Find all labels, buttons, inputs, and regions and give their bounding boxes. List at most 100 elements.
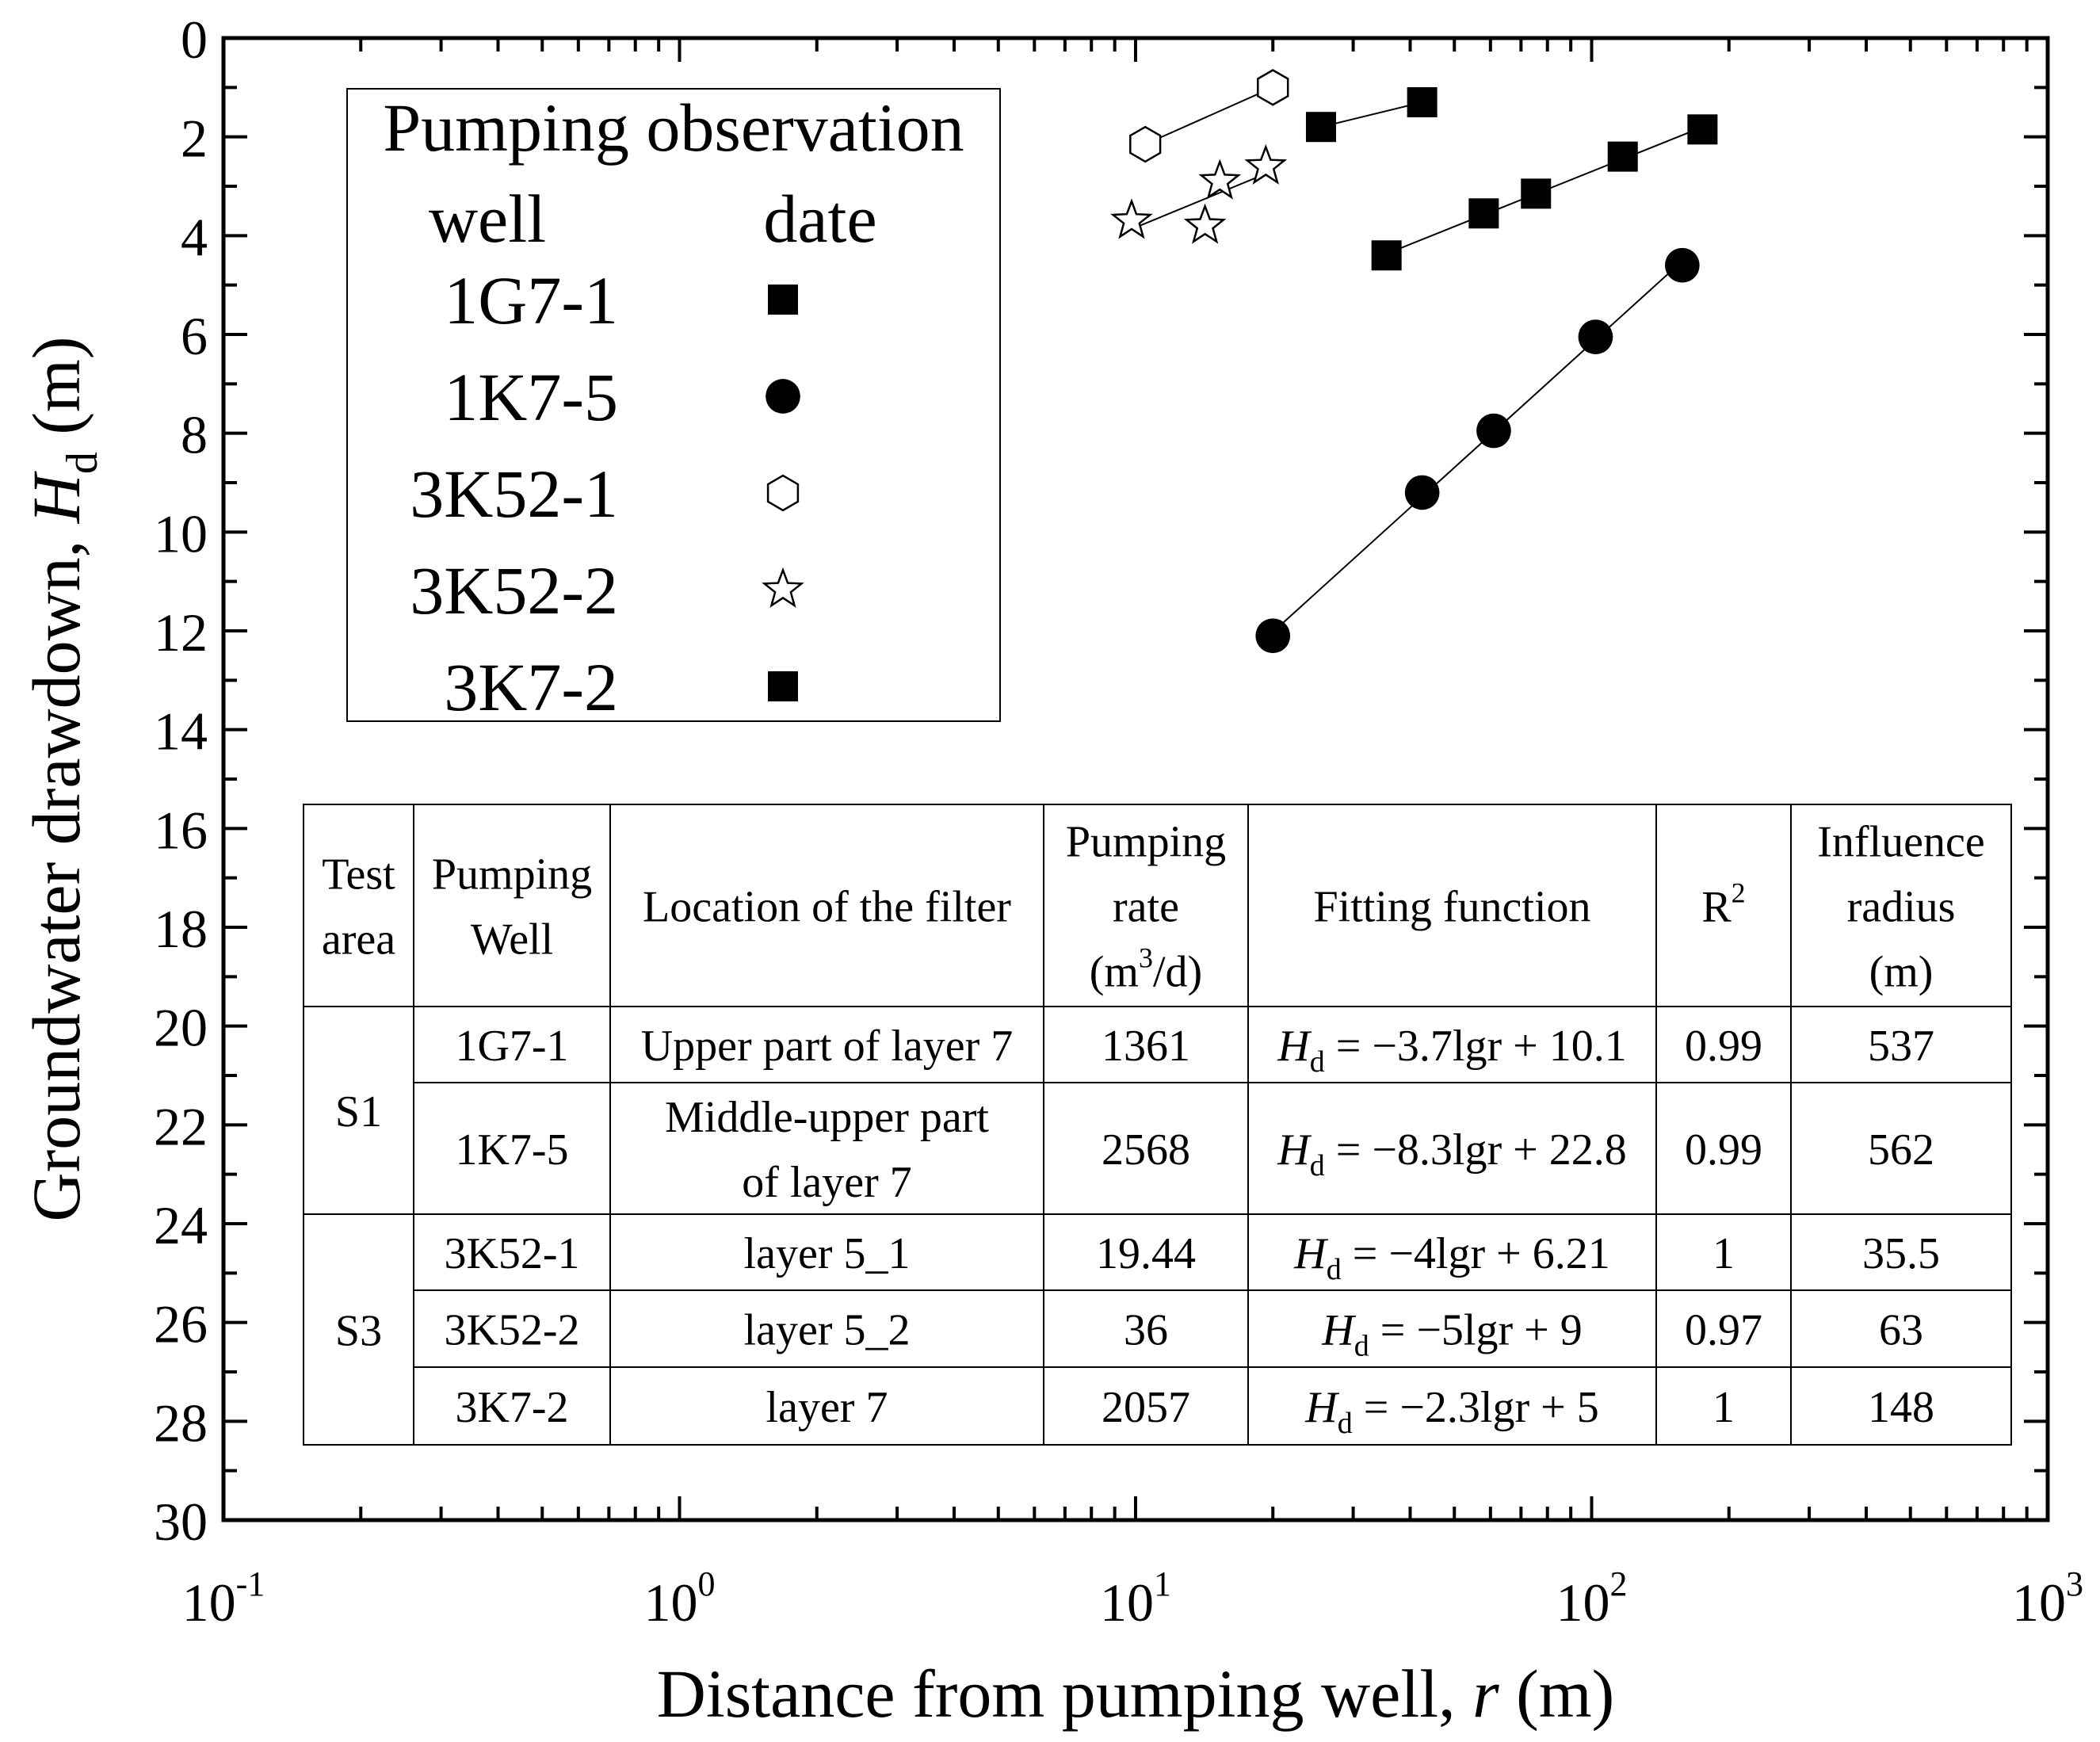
point-1K7-5	[1404, 475, 1440, 510]
cell-fit-var: H	[1277, 1022, 1312, 1071]
point-3K52-1	[1129, 125, 1162, 163]
legend-label-3K52-2: 3K52-2	[410, 552, 618, 628]
x-tick-base: 10	[644, 1572, 698, 1633]
legend-marker-1K7-5	[766, 379, 800, 414]
cell-fit-var: H	[1321, 1306, 1356, 1355]
point-3K52-2	[1198, 159, 1242, 200]
cell-fitting: Hd = −4lgr + 6.21	[1293, 1229, 1609, 1286]
y-tick-label: 2	[181, 109, 208, 169]
legend-label-1G7-1: 1G7-1	[444, 262, 618, 338]
th-pumping-rate: Pumping	[1066, 818, 1226, 867]
cell-fit-rest: = −2.3lgr + 5	[1353, 1383, 1599, 1432]
legend-box	[346, 88, 1001, 722]
y-tick-label: 20	[154, 998, 208, 1058]
cell-fitting: Hd = −2.3lgr + 5	[1304, 1383, 1598, 1440]
x-tick-exp: 3	[2066, 1564, 2083, 1603]
x-tick-base: 10	[182, 1572, 236, 1633]
x-tick-base: 10	[1556, 1572, 1610, 1633]
cell-radius: 562	[1868, 1125, 1934, 1175]
cell-rate: 36	[1124, 1306, 1168, 1355]
th-rate-unit-sup: 3	[1139, 942, 1153, 974]
cell-well: 3K52-2	[444, 1306, 579, 1355]
th-r2-sup: 2	[1732, 877, 1746, 909]
x-tick-label: 101	[1100, 1564, 1171, 1633]
point-1K7-5	[1476, 413, 1511, 449]
cell-filter: layer 5_1	[744, 1229, 911, 1278]
x-tick-exp: 2	[1610, 1564, 1628, 1603]
point-3K7-2	[1687, 114, 1718, 145]
th-pumping-rate-unit: (m3/d)	[1090, 942, 1202, 997]
x-tick-exp: 1	[1154, 1564, 1171, 1603]
point-3K7-2	[1371, 240, 1402, 271]
legend-marker-1G7-1	[768, 285, 798, 315]
th-r2-base: R	[1701, 883, 1732, 932]
th-test-area: area	[322, 915, 395, 965]
y-tick-label: 14	[154, 701, 208, 762]
cell-fitting: Hd = −8.3lgr + 22.8	[1277, 1125, 1626, 1182]
th-rate-unit-b: /d)	[1153, 948, 1202, 997]
th-influence-radius: Influence	[1817, 818, 1984, 867]
x-label-var: r	[1472, 1656, 1499, 1732]
cell-filter: layer 5_2	[744, 1306, 911, 1355]
data-points	[1110, 69, 1718, 654]
fit-line-1K7-5	[1272, 260, 1683, 633]
cell-fit-sub: d	[1354, 1330, 1369, 1363]
legend-label-3K52-1: 3K52-1	[410, 456, 618, 532]
x-tick-label: 100	[644, 1564, 716, 1633]
x-tick-label: 102	[1556, 1564, 1628, 1633]
cell-r2: 1	[1712, 1383, 1735, 1432]
cell-radius: 35.5	[1862, 1229, 1940, 1278]
legend-col-date: date	[763, 181, 876, 257]
x-tick-label: 10-1	[182, 1564, 265, 1633]
cell-fit-rest: = −3.7lgr + 10.1	[1325, 1022, 1627, 1071]
cell-r2: 0.99	[1685, 1022, 1762, 1071]
cell-filter: Upper part of layer 7	[641, 1022, 1014, 1071]
legend-title: Pumping observation	[383, 90, 964, 166]
cell-fit-sub: d	[1310, 1149, 1325, 1182]
y-tick-label: 22	[154, 1096, 208, 1156]
cell-fit-sub: d	[1338, 1407, 1353, 1440]
group-label-S3: S3	[335, 1307, 382, 1356]
cell-fit-rest: = −5lgr + 9	[1369, 1306, 1583, 1355]
th-rate-unit-a: (m	[1090, 948, 1139, 997]
x-tick-exp: 0	[698, 1564, 716, 1603]
x-axis-label: Distance from pumping well, r (m)	[657, 1656, 1615, 1732]
legend-marker-3K7-2	[768, 671, 798, 701]
point-1G7-1	[1305, 112, 1336, 143]
cell-rate: 2057	[1102, 1383, 1190, 1432]
x-label-suffix: (m)	[1499, 1656, 1615, 1732]
th-pumping-rate: rate	[1113, 883, 1179, 932]
y-tick-label: 4	[181, 207, 208, 267]
point-1K7-5	[1664, 247, 1700, 283]
point-1K7-5	[1578, 319, 1613, 354]
legend-col-well: well	[429, 181, 546, 257]
x-tick-base: 10	[2012, 1572, 2066, 1633]
fit-line-1G7-1	[1320, 101, 1422, 128]
cell-rate: 19.44	[1096, 1229, 1196, 1278]
y-tick-label: 24	[154, 1195, 208, 1255]
cell-r2: 0.99	[1685, 1125, 1762, 1175]
th-test-area: Test	[322, 850, 395, 900]
point-3K7-2	[1607, 141, 1638, 172]
cell-radius: 537	[1868, 1022, 1934, 1071]
point-3K52-2	[1110, 198, 1153, 239]
cell-r2: 1	[1712, 1229, 1735, 1278]
th-influence-radius: radius	[1847, 883, 1956, 932]
y-tick-label: 18	[154, 899, 208, 959]
y-tick-label: 30	[154, 1492, 208, 1552]
cell-well: 1K7-5	[455, 1125, 568, 1175]
y-tick-label: 10	[154, 503, 208, 563]
y-label-sub: d	[58, 452, 107, 474]
cell-fitting: Hd = −3.7lgr + 10.1	[1277, 1022, 1626, 1079]
point-1G7-1	[1407, 87, 1438, 118]
y-tick-label: 12	[154, 602, 208, 663]
table-frame	[303, 804, 2012, 1446]
th-filter-location: Location of the filter	[643, 883, 1011, 932]
x-label-prefix: Distance from pumping well,	[657, 1656, 1472, 1732]
th-r-squared: R2	[1701, 877, 1745, 932]
cell-fit-rest: = −8.3lgr + 22.8	[1325, 1125, 1627, 1175]
y-tick-label: 0	[181, 10, 208, 70]
y-tick-label: 28	[154, 1392, 208, 1453]
